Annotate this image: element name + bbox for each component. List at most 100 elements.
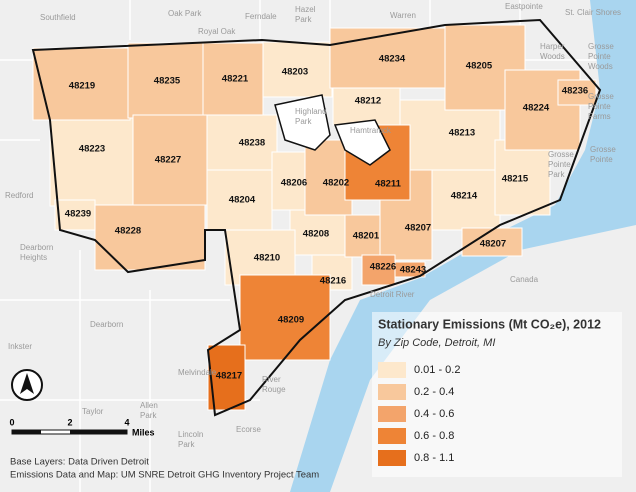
place-label: Park xyxy=(548,170,565,179)
zip-label: 48213 xyxy=(449,128,475,139)
zip-label: 48206 xyxy=(281,178,307,189)
legend-label: 0.01 - 0.2 xyxy=(414,364,460,376)
place-label: Dearborn xyxy=(20,243,53,252)
zip-label: 48214 xyxy=(451,191,478,202)
zip-label: 48221 xyxy=(222,74,249,85)
zip-label: 48234 xyxy=(379,54,406,65)
scale-tick: 0 xyxy=(9,417,14,427)
place-label: Melvindale xyxy=(178,368,217,377)
zip-zone xyxy=(202,42,264,116)
place-label: Woods xyxy=(588,62,613,71)
place-label: Pointe xyxy=(590,155,613,164)
zip-zone xyxy=(289,209,346,256)
zip-zone xyxy=(127,42,205,119)
place-label: Oak Park xyxy=(168,9,202,18)
zip-zone xyxy=(494,139,551,216)
place-label: Grosse xyxy=(588,42,614,51)
highland-park xyxy=(274,94,331,151)
zip-label: 48239 xyxy=(65,209,91,220)
zip-zone xyxy=(206,114,278,171)
zip-zone xyxy=(304,139,353,216)
place-label: Park xyxy=(295,15,312,24)
zip-label: 48205 xyxy=(466,61,493,72)
legend-title: Stationary Emissions (Mt CO₂e), 2012 xyxy=(378,317,601,331)
place-label: Eastpointe xyxy=(505,2,543,11)
place-label: Park xyxy=(140,411,157,420)
place-label: Allen xyxy=(140,401,158,410)
legend-label: 0.8 - 1.1 xyxy=(414,452,454,464)
place-label: Pointe xyxy=(588,52,611,61)
zip-label: 48203 xyxy=(282,67,308,78)
place-label: Southfield xyxy=(40,13,76,22)
legend-label: 0.2 - 0.4 xyxy=(414,386,454,398)
zip-zone xyxy=(399,99,501,173)
zip-label: 48204 xyxy=(229,195,256,206)
zip-zone xyxy=(424,169,501,231)
zip-label: 48228 xyxy=(115,226,141,237)
zip-label: 48223 xyxy=(79,144,105,155)
place-label: Park xyxy=(295,117,312,126)
place-label: Heights xyxy=(20,253,47,262)
place-label: Ecorse xyxy=(236,425,261,434)
zip-label: 48201 xyxy=(353,231,380,242)
place-label: River xyxy=(262,375,281,384)
place-label: Farms xyxy=(588,112,611,121)
place-label: Hamtramck xyxy=(350,126,392,135)
zip-zone xyxy=(329,27,446,89)
place-label: Pointe xyxy=(588,102,611,111)
legend-bg xyxy=(372,312,622,477)
place-label: Warren xyxy=(390,11,416,20)
place-label: Harper xyxy=(540,42,565,51)
legend-swatch xyxy=(378,406,406,422)
zip-label: 48243 xyxy=(400,265,426,276)
zones xyxy=(32,24,597,411)
place-label: Inkster xyxy=(8,342,32,351)
zip-zone xyxy=(361,254,396,286)
place-label: Dearborn xyxy=(90,320,123,329)
place-label: St. Clair Shores xyxy=(565,8,621,17)
zip-zone xyxy=(49,117,136,207)
place-label: Grosse xyxy=(548,150,574,159)
legend-subtitle: By Zip Code, Detroit, MI xyxy=(378,337,495,349)
place-label: Rouge xyxy=(262,385,286,394)
legend-label: 0.4 - 0.6 xyxy=(414,408,454,420)
zip-zone xyxy=(557,79,597,106)
place-label: Grosse xyxy=(588,92,614,101)
zip-label: 48236 xyxy=(562,86,588,97)
zip-zone xyxy=(54,199,96,231)
zip-label: 48202 xyxy=(323,178,349,189)
zip-label: 48217 xyxy=(216,371,242,382)
legend-swatch xyxy=(378,362,406,378)
zip-zone xyxy=(394,261,426,278)
zip-label: 48238 xyxy=(239,138,265,149)
legend: 0.01 - 0.2 0.2 - 0.4 0.4 - 0.6 0.6 - 0.8 0.8… xyxy=(378,362,460,466)
hamtramck xyxy=(333,119,391,166)
place-label: Lincoln xyxy=(178,430,203,439)
zip-label: 48216 xyxy=(320,276,346,287)
place-label: Taylor xyxy=(82,407,104,416)
zip-zone xyxy=(94,204,206,271)
scale-tick: 4 xyxy=(124,417,129,427)
detroit-outline xyxy=(31,18,602,417)
place-label: Woods xyxy=(540,52,565,61)
zip-label: 48209 xyxy=(278,315,304,326)
zip-label: 48208 xyxy=(303,229,329,240)
legend-swatch xyxy=(378,428,406,444)
zip-label: 48235 xyxy=(154,76,181,87)
legend-swatch xyxy=(378,450,406,466)
legend-swatch xyxy=(378,384,406,400)
zip-label: 48215 xyxy=(502,174,529,185)
zip-label: 48226 xyxy=(370,262,396,273)
scale-bar-seg xyxy=(12,430,41,434)
zip-labels: 48203 48212 48213 48223 48238 48204 48206 48208… xyxy=(65,54,588,382)
credit: Emissions Data and Map: UM SNRE Detroit … xyxy=(10,470,319,481)
zip-label: 48210 xyxy=(254,253,280,264)
scale-tick: 2 xyxy=(67,417,72,427)
place-label: Canada xyxy=(510,275,539,284)
scale-unit: Miles xyxy=(132,427,155,437)
place-label: Detroit River xyxy=(370,290,415,299)
zip-label: 48207 xyxy=(405,223,431,234)
zip-zone xyxy=(206,169,273,231)
place-label: Pointe xyxy=(548,160,571,169)
